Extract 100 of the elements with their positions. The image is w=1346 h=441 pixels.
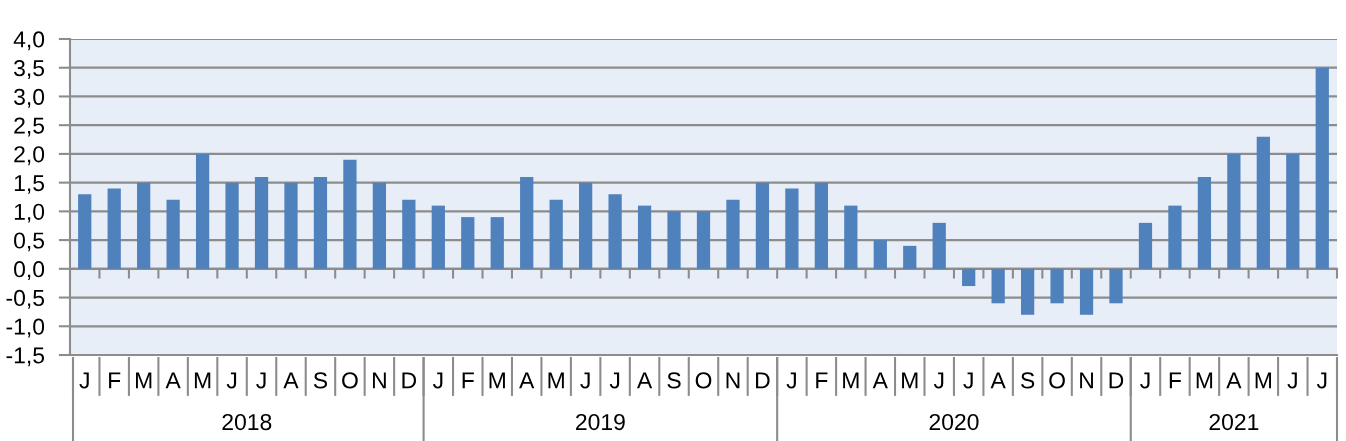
bar bbox=[726, 199, 740, 269]
x-tick-label: M bbox=[902, 372, 918, 389]
x-tick-label: A bbox=[990, 372, 1006, 389]
x-tick-label: S bbox=[667, 372, 681, 389]
x-tick-label: M bbox=[1255, 372, 1271, 389]
x-tick-label: A bbox=[519, 372, 535, 389]
y-tick-label: -1,5 bbox=[6, 347, 45, 367]
bar bbox=[667, 211, 681, 269]
bar bbox=[284, 182, 298, 269]
bar bbox=[696, 211, 711, 269]
bar bbox=[1020, 268, 1035, 315]
y-tick-label: 3,0 bbox=[14, 88, 45, 108]
x-tick-label: A bbox=[636, 372, 653, 389]
bar bbox=[490, 217, 504, 269]
bar bbox=[1315, 67, 1329, 269]
x-tick-label: J bbox=[226, 372, 237, 389]
y-tick-label: 3,5 bbox=[14, 60, 45, 79]
y-tick-label: 1,5 bbox=[14, 175, 45, 194]
bar bbox=[1109, 268, 1123, 304]
text: 2019 bbox=[576, 413, 625, 431]
bar bbox=[1227, 153, 1241, 269]
x-tick-label: S bbox=[1021, 372, 1035, 389]
x-tick-label: M bbox=[194, 372, 211, 389]
bar bbox=[844, 205, 858, 269]
y-tick-label: 0,0 bbox=[14, 261, 45, 281]
bar bbox=[137, 182, 151, 269]
x-tick-label: F bbox=[816, 372, 828, 389]
x-tick-label: A bbox=[872, 372, 888, 389]
x-tick-label: M bbox=[136, 372, 152, 389]
x-tick-label: A bbox=[1226, 372, 1242, 389]
x-tick-label: O bbox=[342, 372, 358, 389]
x-tick-label: S bbox=[313, 372, 328, 389]
bar bbox=[343, 159, 357, 269]
x-tick-label: J bbox=[609, 372, 620, 389]
x-tick-label: N bbox=[1080, 372, 1093, 389]
bar bbox=[254, 176, 269, 269]
bar bbox=[608, 194, 622, 269]
bar bbox=[903, 245, 917, 269]
x-tick-label: A bbox=[283, 372, 299, 389]
bar bbox=[431, 205, 445, 269]
x-tick-label: N bbox=[726, 372, 740, 389]
x-tick-label: N bbox=[372, 372, 386, 389]
bar bbox=[991, 268, 1005, 304]
x-tick-label: F bbox=[1169, 372, 1182, 389]
x-tick-label: J bbox=[963, 372, 973, 389]
y-tick-label: -0,5 bbox=[6, 289, 45, 309]
bar bbox=[962, 268, 976, 287]
bar bbox=[1197, 176, 1212, 269]
bar bbox=[195, 153, 210, 269]
bar bbox=[225, 182, 239, 269]
x-tick-label: D bbox=[402, 372, 417, 389]
bar bbox=[520, 176, 534, 269]
bar bbox=[755, 182, 770, 269]
bar bbox=[1050, 268, 1064, 304]
bar bbox=[579, 182, 593, 269]
bar bbox=[549, 199, 563, 269]
x-tick-label: J bbox=[786, 372, 796, 389]
y-tick-label: 0,5 bbox=[14, 232, 45, 252]
bar bbox=[1286, 153, 1300, 269]
x-tick-label: J bbox=[79, 372, 89, 389]
x-tick-label: J bbox=[580, 372, 590, 389]
bar bbox=[78, 194, 92, 269]
bar bbox=[785, 188, 799, 269]
x-tick-label: M bbox=[489, 372, 505, 389]
y-tick-label: 2,0 bbox=[14, 146, 45, 166]
x-tick-label: D bbox=[756, 372, 770, 389]
x-tick-label: O bbox=[695, 372, 712, 389]
x-tick-label: F bbox=[109, 372, 121, 389]
bar bbox=[1256, 136, 1270, 269]
x-tick-label: J bbox=[1287, 372, 1297, 389]
x-tick-label: M bbox=[1196, 372, 1213, 389]
x-tick-label: J bbox=[933, 372, 944, 389]
text: 2021 bbox=[1209, 413, 1259, 431]
x-tick-label: J bbox=[1140, 372, 1150, 389]
text: 2020 bbox=[929, 413, 979, 431]
bar bbox=[372, 182, 387, 269]
x-tick-label: O bbox=[1049, 372, 1065, 389]
x-tick-label: J bbox=[256, 372, 266, 389]
x-tick-label: J bbox=[1316, 372, 1327, 389]
bar bbox=[166, 199, 180, 269]
y-tick-label: -1,0 bbox=[6, 318, 45, 338]
x-tick-label: M bbox=[843, 372, 859, 389]
y-tick-label: 1,0 bbox=[14, 203, 45, 223]
text: 2018 bbox=[222, 413, 272, 431]
bar bbox=[461, 217, 475, 269]
y-tick-label: 2,5 bbox=[14, 117, 45, 137]
bar bbox=[932, 222, 946, 269]
x-tick-label: M bbox=[548, 372, 564, 389]
x-tick-label: A bbox=[165, 372, 181, 389]
bar bbox=[814, 182, 828, 269]
x-tick-label: J bbox=[432, 372, 443, 389]
x-tick-label: D bbox=[1109, 372, 1124, 389]
bar bbox=[873, 240, 887, 269]
bar bbox=[637, 205, 652, 269]
bar bbox=[107, 188, 121, 269]
bar bbox=[1079, 268, 1094, 315]
bar bbox=[1138, 222, 1153, 269]
y-tick-label: 4,0 bbox=[13, 31, 45, 51]
x-tick-label: F bbox=[462, 372, 474, 389]
bar bbox=[402, 199, 416, 269]
